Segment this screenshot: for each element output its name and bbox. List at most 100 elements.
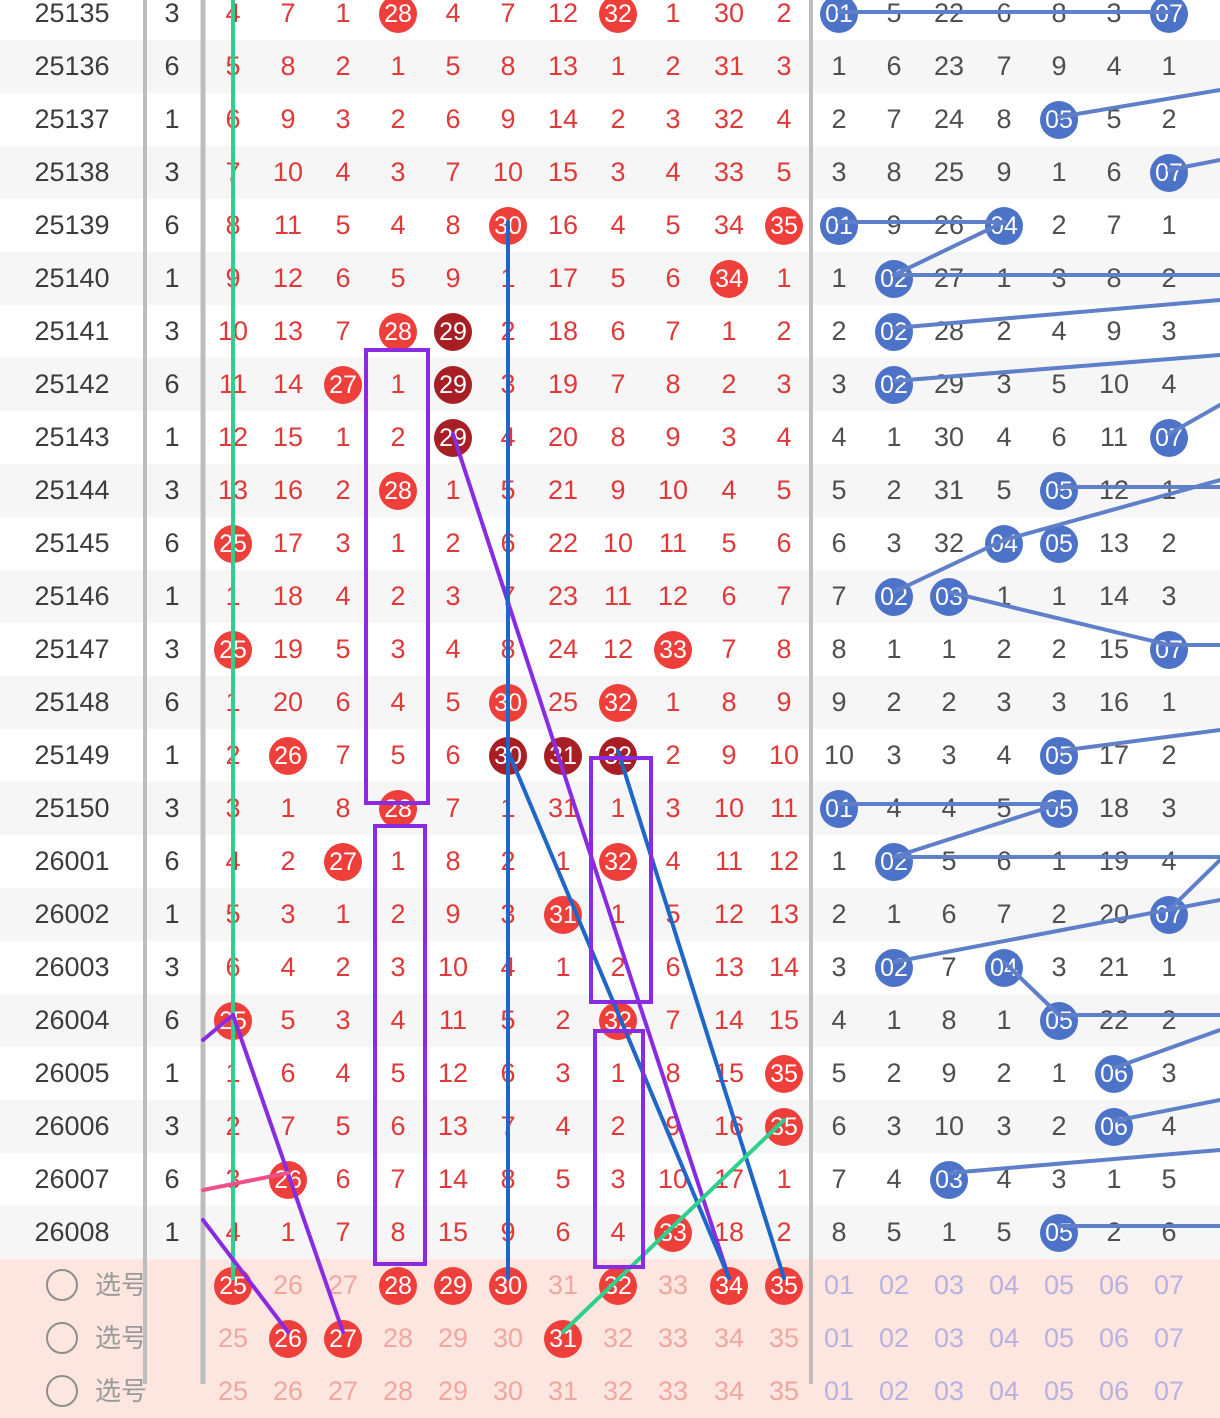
pick-red-number[interactable]: 35	[768, 1376, 800, 1406]
pick-red-number[interactable]: 31	[547, 1270, 579, 1300]
pick-red-number[interactable]: 27	[327, 1376, 359, 1406]
pick-blue-number[interactable]: 05	[1043, 1270, 1075, 1300]
pick-blue-number[interactable]: 07	[1153, 1376, 1185, 1406]
pick-blue-number[interactable]: 07	[1153, 1270, 1185, 1300]
blue-cell: 1	[831, 51, 847, 81]
red-cell: 2	[335, 952, 351, 982]
blue-cell: 5	[941, 846, 957, 876]
pick-red-number[interactable]: 30	[492, 1323, 524, 1353]
pick-blue-number[interactable]: 04	[988, 1323, 1020, 1353]
red-cell: 7	[500, 1111, 516, 1141]
red-cell: 33	[646, 623, 700, 676]
pick-blue-number[interactable]: 06	[1098, 1323, 1130, 1353]
pick-red-number[interactable]: 31	[547, 1376, 579, 1406]
pick-blue-number[interactable]: 05	[1043, 1376, 1075, 1406]
pick-red-number[interactable]: 30	[481, 1259, 535, 1312]
red-cell: 13	[547, 51, 579, 81]
period-number: 25149	[34, 740, 110, 770]
pick-red-number[interactable]: 28	[371, 1259, 425, 1312]
pick-red-number[interactable]: 34	[713, 1323, 745, 1353]
red-ball: 32	[599, 1002, 637, 1040]
period-number: 25145	[34, 528, 110, 558]
table-row: 25145 6 25 17 3 1 2 6 22 10 11 5 6 6 3 32 04 05 13 2	[0, 517, 1220, 570]
blue-cell: 3	[831, 157, 847, 187]
red-ball: 27	[324, 843, 362, 881]
pick-blue-number[interactable]: 02	[878, 1376, 910, 1406]
pick-red-number[interactable]: 25	[217, 1376, 249, 1406]
pick-blue-number[interactable]: 04	[988, 1376, 1020, 1406]
selection-row[interactable]: 选号 25 26 27 28 29 30 31 32 33 34 35 01 02 03 04 05 06 07	[0, 1365, 1220, 1418]
pick-red-number[interactable]: 29	[437, 1376, 469, 1406]
period-number: 25138	[34, 157, 110, 187]
table-row: 26001 6 4 2 27 1 8 2 1 32 4 11 12 1 02 5 6 1 19 4	[0, 835, 1220, 888]
red-cell: 3	[445, 581, 461, 611]
red-ball: 31	[544, 1320, 582, 1358]
pick-blue-number[interactable]: 01	[823, 1323, 855, 1353]
table-row: 26008 1 4 1 7 8 15 9 6 4 33 18 2 8 5 1 5 05 2 6	[0, 1206, 1220, 1259]
pick-blue-number[interactable]: 01	[823, 1376, 855, 1406]
pick-red-number[interactable]: 30	[492, 1376, 524, 1406]
red-cell: 26	[261, 1153, 315, 1206]
pick-label[interactable]: 选号	[95, 1376, 148, 1406]
blue-cell: 9	[996, 157, 1012, 187]
red-cell: 4	[555, 1111, 571, 1141]
blue-cell: 2	[996, 634, 1012, 664]
select-radio[interactable]	[46, 1322, 78, 1354]
pick-red-number[interactable]: 26	[272, 1270, 304, 1300]
pick-blue-number[interactable]: 05	[1043, 1323, 1075, 1353]
red-cell: 7	[665, 316, 681, 346]
blue-cell: 3	[941, 740, 957, 770]
blue-ball: 03	[930, 1161, 968, 1199]
red-cell: 32	[713, 104, 745, 134]
red-cell: 1	[610, 899, 626, 929]
red-cell: 4	[335, 581, 351, 611]
pick-red-number[interactable]: 35	[768, 1323, 800, 1353]
red-cell: 3	[335, 1005, 351, 1035]
pick-red-number[interactable]: 34	[702, 1259, 756, 1312]
pick-red-number[interactable]: 32	[591, 1259, 645, 1312]
pick-blue-number[interactable]: 02	[878, 1323, 910, 1353]
pick-red-number[interactable]: 31	[536, 1312, 590, 1365]
selection-row[interactable]: 选号 25 26 27 28 29 30 31 32 33 34 35 01 02 03 04 05 06 07	[0, 1259, 1220, 1312]
pick-red-number[interactable]: 25	[217, 1323, 249, 1353]
pick-blue-number[interactable]: 04	[988, 1270, 1020, 1300]
pick-red-number[interactable]: 28	[382, 1376, 414, 1406]
pick-blue-number[interactable]: 03	[933, 1376, 965, 1406]
pick-red-number[interactable]: 35	[757, 1259, 811, 1312]
select-radio[interactable]	[46, 1375, 78, 1407]
pick-red-number[interactable]: 33	[657, 1376, 689, 1406]
pick-red-number[interactable]: 29	[426, 1259, 480, 1312]
pick-red-number[interactable]: 26	[261, 1312, 315, 1365]
selection-row[interactable]: 选号 25 26 27 28 29 30 31 32 33 34 35 01 02 03 04 05 06 07	[0, 1312, 1220, 1365]
pick-red-number[interactable]: 32	[602, 1323, 634, 1353]
blue-cell: 22	[1098, 1005, 1130, 1035]
pick-red-number[interactable]: 25	[206, 1259, 260, 1312]
pick-red-number[interactable]: 29	[437, 1323, 469, 1353]
pick-blue-number[interactable]: 07	[1153, 1323, 1185, 1353]
blue-cell: 4	[1161, 369, 1177, 399]
select-radio[interactable]	[46, 1269, 78, 1301]
pick-red-number[interactable]: 34	[713, 1376, 745, 1406]
pick-blue-number[interactable]: 03	[933, 1323, 965, 1353]
pick-blue-number[interactable]: 02	[878, 1270, 910, 1300]
pick-label[interactable]: 选号	[95, 1323, 148, 1353]
pick-red-number[interactable]: 27	[327, 1270, 359, 1300]
pick-blue-number[interactable]: 03	[933, 1270, 965, 1300]
pick-red-number[interactable]: 28	[382, 1323, 414, 1353]
red-cell: 25	[206, 517, 260, 570]
pick-blue-number[interactable]: 06	[1098, 1376, 1130, 1406]
blue-cell: 02	[867, 358, 921, 411]
pick-red-number[interactable]: 33	[657, 1323, 689, 1353]
red-cell: 28	[371, 782, 425, 835]
pick-red-number[interactable]: 27	[316, 1312, 370, 1365]
blue-cell: 05	[1032, 782, 1086, 835]
pick-red-number[interactable]: 33	[657, 1270, 689, 1300]
pick-red-number[interactable]: 26	[272, 1376, 304, 1406]
period-number: 25139	[34, 210, 110, 240]
pick-red-number[interactable]: 32	[602, 1376, 634, 1406]
blue-cell: 6	[1051, 422, 1067, 452]
pick-label[interactable]: 选号	[95, 1270, 148, 1300]
pick-blue-number[interactable]: 06	[1098, 1270, 1130, 1300]
pick-blue-number[interactable]: 01	[823, 1270, 855, 1300]
red-cell: 12	[217, 422, 249, 452]
